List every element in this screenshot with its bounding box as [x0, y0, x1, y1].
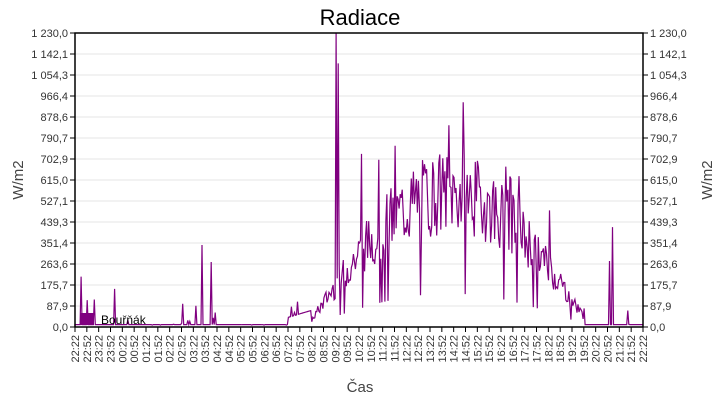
x-tick-label: 21:22 — [614, 335, 626, 363]
x-tick-label: 14:22 — [449, 335, 461, 363]
y-tick-label: 87,9 — [47, 301, 68, 313]
y-axis-right: 0,0 87,9 175,7 263,6 351,4 439,3 527,1 615,0 702… — [643, 28, 687, 334]
x-tick-label: 17:52 — [532, 335, 544, 363]
x-tick-label: 00:22 — [117, 335, 129, 363]
legend-swatch — [80, 313, 94, 325]
x-axis: 22:22 22:52 23:22 23:52 00:22 00:52 01:22 01:52… — [70, 327, 650, 363]
y-tick-label: 1 142,1 — [31, 49, 68, 61]
y-tick-label: 966,4 — [650, 91, 678, 103]
x-tick-label: 23:22 — [94, 335, 106, 363]
chart-title: Radiace — [320, 5, 401, 30]
x-tick-label: 02:52 — [177, 335, 189, 363]
x-tick-label: 01:22 — [141, 335, 153, 363]
x-tick-label: 12:22 — [401, 335, 413, 363]
x-tick-label: 01:52 — [153, 335, 165, 363]
x-tick-label: 06:52 — [271, 335, 283, 363]
x-tick-label: 11:52 — [390, 335, 402, 362]
x-tick-label: 15:52 — [484, 335, 496, 363]
x-tick-label: 18:22 — [543, 335, 555, 363]
x-tick-label: 05:22 — [236, 335, 248, 363]
y-tick-label: 175,7 — [650, 280, 678, 292]
x-tick-label: 04:22 — [212, 335, 224, 363]
y-tick-label: 790,7 — [40, 133, 68, 145]
y-tick-label: 1 230,0 — [650, 28, 687, 40]
y-tick-label: 702,9 — [650, 154, 678, 166]
y-tick-label: 439,3 — [650, 217, 678, 229]
x-tick-label: 18:52 — [555, 335, 567, 363]
x-tick-label: 15:22 — [472, 335, 484, 363]
x-tick-label: 14:52 — [461, 335, 473, 363]
x-tick-label: 16:22 — [496, 335, 508, 363]
x-tick-label: 03:52 — [200, 335, 212, 363]
x-tick-label: 21:52 — [626, 335, 638, 363]
x-tick-label: 17:22 — [520, 335, 532, 363]
y-tick-label: 878,6 — [650, 112, 678, 124]
x-tick-label: 07:52 — [295, 335, 307, 363]
x-tick-label: 09:52 — [342, 335, 354, 363]
y-tick-label: 1 054,3 — [31, 70, 68, 82]
y-tick-label: 0,0 — [53, 322, 68, 334]
x-tick-label: 08:22 — [307, 335, 319, 363]
y-tick-label: 878,6 — [40, 112, 68, 124]
y-tick-label: 351,4 — [40, 238, 68, 250]
x-tick-label: 13:52 — [437, 335, 449, 363]
y-axis-label-left: W/m2 — [10, 160, 27, 199]
y-tick-label: 263,6 — [650, 259, 678, 271]
y-tick-label: 966,4 — [40, 91, 68, 103]
x-tick-label: 03:22 — [188, 335, 200, 363]
x-axis-label: Čas — [347, 379, 374, 396]
y-tick-label: 175,7 — [40, 280, 68, 292]
y-tick-label: 351,4 — [650, 238, 678, 250]
x-tick-label: 08:52 — [319, 335, 331, 363]
y-tick-label: 1 230,0 — [31, 28, 68, 40]
x-tick-label: 22:22 — [638, 335, 650, 363]
x-tick-label: 10:22 — [354, 335, 366, 363]
legend: Bouřňák — [80, 313, 147, 327]
y-tick-label: 439,3 — [40, 217, 68, 229]
x-tick-label: 10:52 — [366, 335, 378, 363]
y-tick-label: 527,1 — [40, 196, 68, 208]
x-tick-label: 07:22 — [283, 335, 295, 363]
y-tick-label: 87,9 — [650, 301, 671, 313]
x-tick-label: 22:52 — [82, 335, 94, 363]
y-axis-label-right: W/m2 — [699, 160, 716, 199]
y-tick-label: 263,6 — [40, 259, 68, 271]
y-tick-label: 615,0 — [40, 175, 68, 187]
x-tick-label: 20:22 — [591, 335, 603, 363]
y-tick-label: 615,0 — [650, 175, 678, 187]
x-tick-label: 16:52 — [508, 335, 520, 363]
y-tick-label: 0,0 — [650, 322, 665, 334]
x-tick-label: 09:22 — [330, 335, 342, 363]
x-tick-label: 05:52 — [248, 335, 260, 363]
data-series-boufnak — [74, 32, 643, 327]
x-tick-label: 23:52 — [106, 335, 118, 363]
x-tick-label: 13:22 — [425, 335, 437, 363]
legend-label: Bouřňák — [101, 313, 147, 327]
x-tick-label: 19:22 — [567, 335, 579, 363]
y-tick-label: 790,7 — [650, 133, 678, 145]
x-tick-label: 06:22 — [259, 335, 271, 363]
x-tick-label: 19:52 — [579, 335, 591, 363]
x-tick-label: 22:22 — [70, 335, 82, 363]
x-tick-label: 02:22 — [165, 335, 177, 363]
x-tick-label: 20:52 — [603, 335, 615, 363]
x-tick-label: 12:52 — [413, 335, 425, 363]
y-tick-label: 527,1 — [650, 196, 678, 208]
x-tick-label: 00:52 — [129, 335, 141, 363]
y-tick-label: 702,9 — [40, 154, 68, 166]
y-axis-left: 0,0 87,9 175,7 263,6 351,4 439,3 527,1 615,0 702… — [31, 28, 75, 334]
x-tick-label: 04:52 — [224, 335, 236, 363]
grid-lines — [75, 53, 643, 307]
y-tick-label: 1 054,3 — [650, 70, 687, 82]
y-tick-label: 1 142,1 — [650, 49, 687, 61]
x-tick-label: 11:22 — [378, 335, 390, 362]
